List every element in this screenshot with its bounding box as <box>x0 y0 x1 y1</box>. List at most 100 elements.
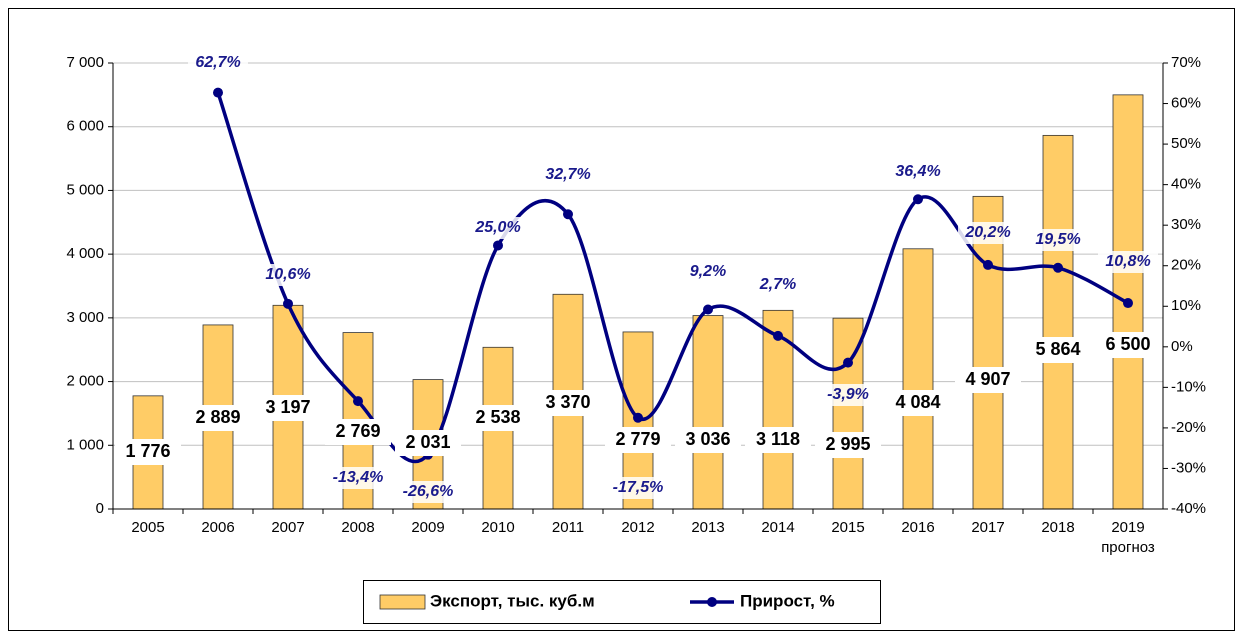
y2-tick-label: 30% <box>1171 216 1201 233</box>
x-tick-label: 2014 <box>761 519 794 536</box>
y-tick-label: 4 000 <box>66 245 104 262</box>
line-marker <box>283 298 293 309</box>
y2-tick-label: 40% <box>1171 176 1201 193</box>
label-bg <box>535 390 601 416</box>
x-tick-label: 2006 <box>201 519 234 536</box>
line-value-label: -3,9% <box>827 386 869 403</box>
label-bg <box>398 481 458 503</box>
label-bg <box>678 261 738 283</box>
label-bg <box>325 419 391 445</box>
bar-value-label: 2 779 <box>615 429 660 449</box>
bar-value-label: 2 995 <box>825 434 870 454</box>
y-tick-label: 6 000 <box>66 118 104 135</box>
line-value-label: 25,0% <box>474 219 520 236</box>
line-value-label: -13,4% <box>333 469 384 486</box>
label-bg <box>468 217 528 239</box>
bar-value-label: 2 889 <box>195 407 240 427</box>
line-marker <box>773 330 783 341</box>
x-tick-label: 2012 <box>621 519 654 536</box>
bar-value-label: 3 036 <box>685 429 730 449</box>
line-value-label: 10,8% <box>1105 253 1150 270</box>
y2-tick-label: -20% <box>1171 419 1206 436</box>
bar-value-label: 3 370 <box>545 392 590 412</box>
bar-value-label: 3 118 <box>756 429 800 449</box>
label-bg <box>538 164 598 186</box>
x-tick-label: 2019 <box>1111 519 1144 536</box>
bar-value-label: 6 500 <box>1105 334 1150 354</box>
legend-label: Прирост, % <box>740 591 835 610</box>
category-note: прогноз <box>1101 539 1155 556</box>
line-value-label: 9,2% <box>690 263 726 280</box>
y-tick-label: 1 000 <box>66 436 104 453</box>
x-tick-label: 2011 <box>552 519 584 536</box>
x-tick-label: 2007 <box>271 519 304 536</box>
y-tick-label: 5 000 <box>66 181 104 198</box>
legend-label: Экспорт, тыс. куб.м <box>430 591 595 610</box>
legend-swatch <box>379 594 426 610</box>
bar <box>972 195 1004 510</box>
x-tick-label: 2008 <box>341 519 374 536</box>
bar-value-label: 2 538 <box>475 407 520 427</box>
line-value-label: 2,7% <box>759 276 796 293</box>
bar <box>902 248 934 510</box>
line-marker <box>213 87 223 98</box>
line-marker <box>633 412 643 423</box>
line-value-label: 20,2% <box>964 224 1010 241</box>
y-tick-label: 7 000 <box>66 54 104 71</box>
label-bg <box>185 405 251 431</box>
label-bg <box>608 477 668 499</box>
x-tick-label: 2010 <box>481 519 514 536</box>
y-tick-label: 0 <box>96 500 104 517</box>
y-tick-label: 2 000 <box>66 373 104 390</box>
x-tick-label: 2013 <box>691 519 724 536</box>
bar-value-label: 5 864 <box>1035 339 1080 359</box>
label-bg <box>675 427 741 453</box>
x-tick-label: 2015 <box>831 519 864 536</box>
bar-value-label: 4 907 <box>965 369 1010 389</box>
legend-marker <box>707 597 717 607</box>
bar <box>692 315 724 510</box>
label-bg <box>818 384 878 406</box>
y2-tick-label: -30% <box>1171 459 1206 476</box>
label-bg <box>958 222 1018 244</box>
bar-value-label: 2 031 <box>405 432 450 452</box>
label-bg <box>1098 251 1158 273</box>
x-tick-label: 2017 <box>971 519 1004 536</box>
label-bg <box>885 390 951 416</box>
line-marker <box>703 304 713 315</box>
x-tick-label: 2018 <box>1041 519 1074 536</box>
y2-tick-label: 70% <box>1171 54 1201 71</box>
line-value-label: 10,6% <box>265 266 310 283</box>
line-marker <box>493 240 503 251</box>
label-bg <box>465 405 531 431</box>
label-bg <box>115 439 181 465</box>
x-tick-label: 2009 <box>411 519 444 536</box>
y2-tick-label: -10% <box>1171 378 1206 395</box>
line-marker <box>563 209 573 220</box>
label-bg <box>888 161 948 183</box>
y2-tick-label: 50% <box>1171 135 1201 152</box>
label-bg <box>1028 229 1088 251</box>
label-bg <box>328 467 388 489</box>
bar <box>1042 134 1074 510</box>
line-value-label: 19,5% <box>1035 231 1080 248</box>
y2-tick-label: 60% <box>1171 95 1201 112</box>
line-marker <box>843 357 853 368</box>
line-value-label: -26,6% <box>403 483 454 500</box>
y-tick-label: 3 000 <box>66 309 104 326</box>
line-marker <box>913 194 923 205</box>
label-bg <box>748 274 808 296</box>
bar-value-label: 1 776 <box>125 441 170 461</box>
line-marker <box>1123 298 1133 309</box>
chart-frame <box>8 8 1235 631</box>
label-bg <box>1025 337 1091 363</box>
label-bg <box>815 432 881 458</box>
line-value-label: -17,5% <box>613 479 664 496</box>
label-bg <box>605 427 671 453</box>
line-value-label: 62,7% <box>195 54 240 71</box>
label-bg <box>1095 332 1161 358</box>
bar-value-label: 4 084 <box>895 392 940 412</box>
y2-tick-label: -40% <box>1171 500 1206 517</box>
x-tick-label: 2005 <box>131 519 164 536</box>
